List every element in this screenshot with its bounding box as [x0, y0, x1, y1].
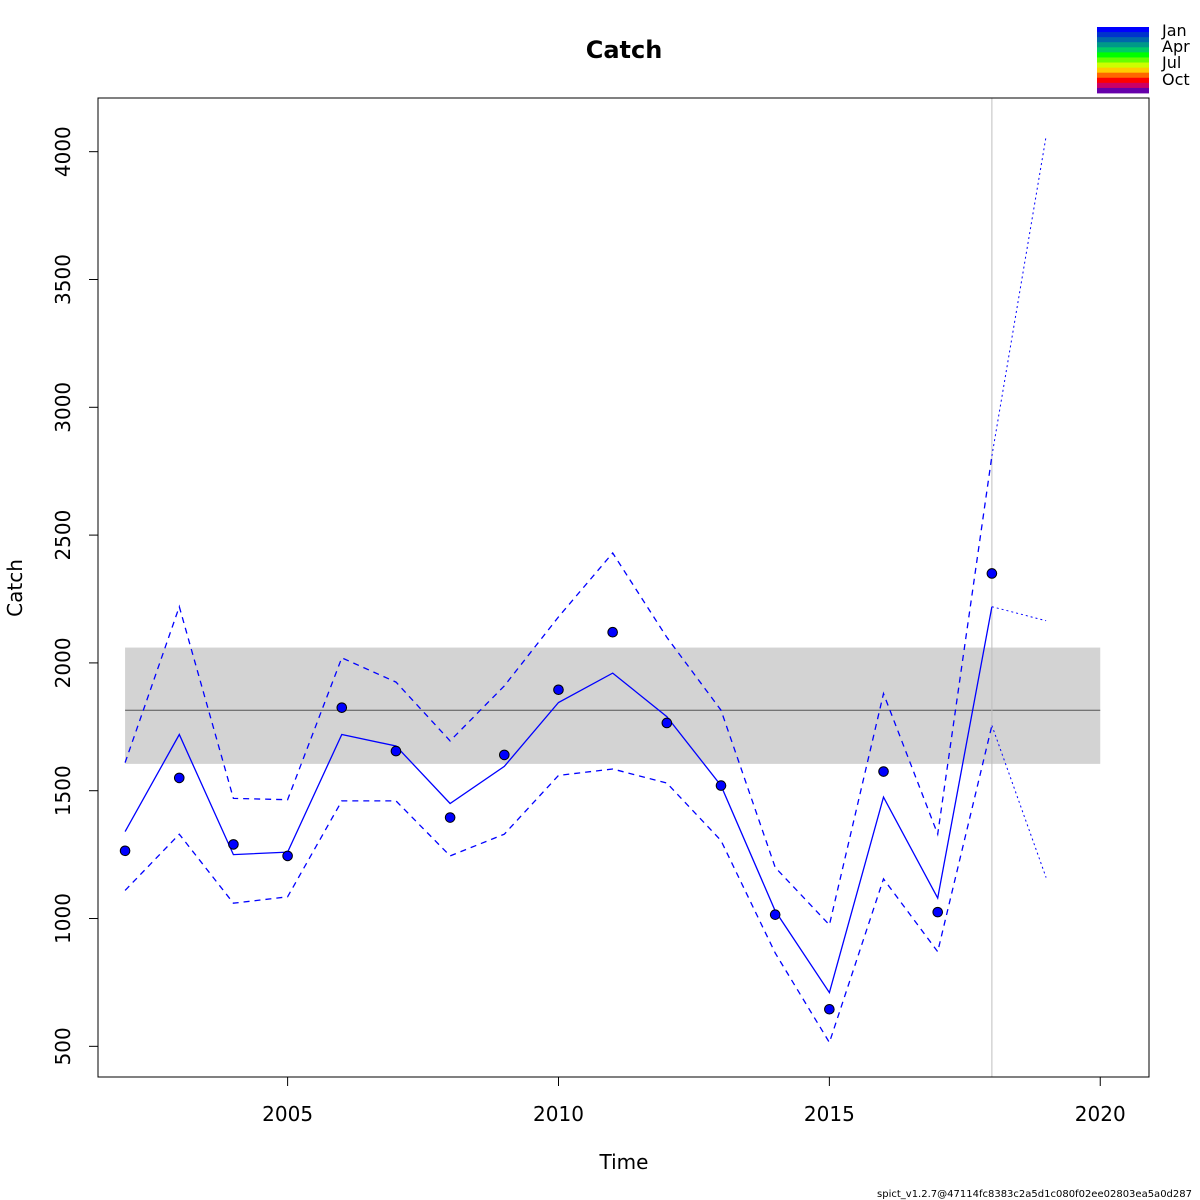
legend-swatch-7 [1097, 62, 1149, 69]
band-layer [125, 98, 1101, 1077]
observed-point-2009 [499, 749, 510, 761]
legend-swatch-4 [1097, 47, 1149, 53]
x-tick-label-2020: 2020 [1075, 1102, 1126, 1126]
legend-label-apr: Apr [1162, 37, 1190, 56]
observed-point-2002 [119, 845, 131, 857]
observed-point-2012 [661, 717, 673, 729]
legend-label-jan: Jan [1161, 21, 1187, 40]
x-tick-label-2010: 2010 [533, 1102, 584, 1126]
observed-point-2007 [390, 745, 402, 757]
catch-band [125, 647, 1101, 764]
legend-label-jul: Jul [1161, 53, 1181, 72]
axes-layer: 2005 2010 2015 2020 500 1000 1500 2000 2500 3000 3… [51, 126, 1126, 1126]
series-line-1-dashed [124, 455, 993, 927]
legend-swatch-6 [1097, 57, 1149, 63]
observed-point-2017 [932, 906, 944, 918]
legend-swatch-9 [1097, 72, 1149, 79]
observed-point-2003 [173, 772, 185, 784]
y-tick-label-1500: 1500 [51, 765, 75, 816]
legend-swatch-5 [1097, 52, 1149, 58]
series-line-4-dotted [991, 136, 1047, 456]
legend-swatch-11 [1097, 82, 1149, 89]
chart-title: Catch [586, 36, 663, 64]
y-tick-label-3000: 3000 [51, 382, 75, 433]
series-line-3-dotted [991, 606, 1047, 622]
y-tick-label-4000: 4000 [51, 126, 75, 177]
series-line-5-dotted [991, 725, 1047, 878]
x-tick-label-2005: 2005 [262, 1102, 313, 1126]
y-tick-label-500: 500 [51, 1027, 75, 1065]
points-layer [119, 568, 998, 1015]
series-line-2-dashed [124, 725, 993, 1045]
observed-point-2006 [336, 702, 348, 713]
observed-point-2016 [878, 766, 889, 777]
observed-point-2011 [607, 626, 618, 638]
observed-point-2013 [715, 780, 727, 791]
x-axis-label: Time [599, 1150, 649, 1174]
y-tick-label-1000: 1000 [51, 893, 75, 944]
lines-layer [124, 136, 1047, 1045]
x-tick-label-2015: 2015 [804, 1102, 855, 1126]
plot-frame [97, 97, 1150, 1078]
legend-swatch-3 [1097, 42, 1149, 48]
y-tick-label-2500: 2500 [51, 510, 75, 561]
y-tick-label-3500: 3500 [51, 254, 75, 305]
legend-swatch-1 [1097, 32, 1149, 38]
y-axis-label: Catch [3, 559, 27, 617]
legend-swatch-8 [1097, 67, 1149, 74]
observed-point-2010 [553, 684, 564, 696]
y-tick-label-2000: 2000 [51, 637, 75, 688]
legend-swatch-10 [1097, 77, 1149, 84]
legend-swatch-12 [1097, 87, 1149, 94]
observed-point-2018 [986, 568, 998, 579]
observed-point-2008 [444, 812, 456, 823]
observed-point-2015 [824, 1003, 835, 1015]
legend-label-oct: Oct [1162, 70, 1190, 89]
legend-swatch-0 [1097, 27, 1149, 33]
series-line-0-solid [124, 606, 993, 995]
legend-swatch-2 [1097, 37, 1149, 43]
observed-point-2014 [769, 909, 781, 920]
observed-point-2004 [228, 839, 239, 850]
version-footer: spict_v1.2.7@47114fc8383c2a5d1c080f02ee0… [877, 1189, 1192, 1200]
observed-point-2005 [282, 850, 293, 862]
